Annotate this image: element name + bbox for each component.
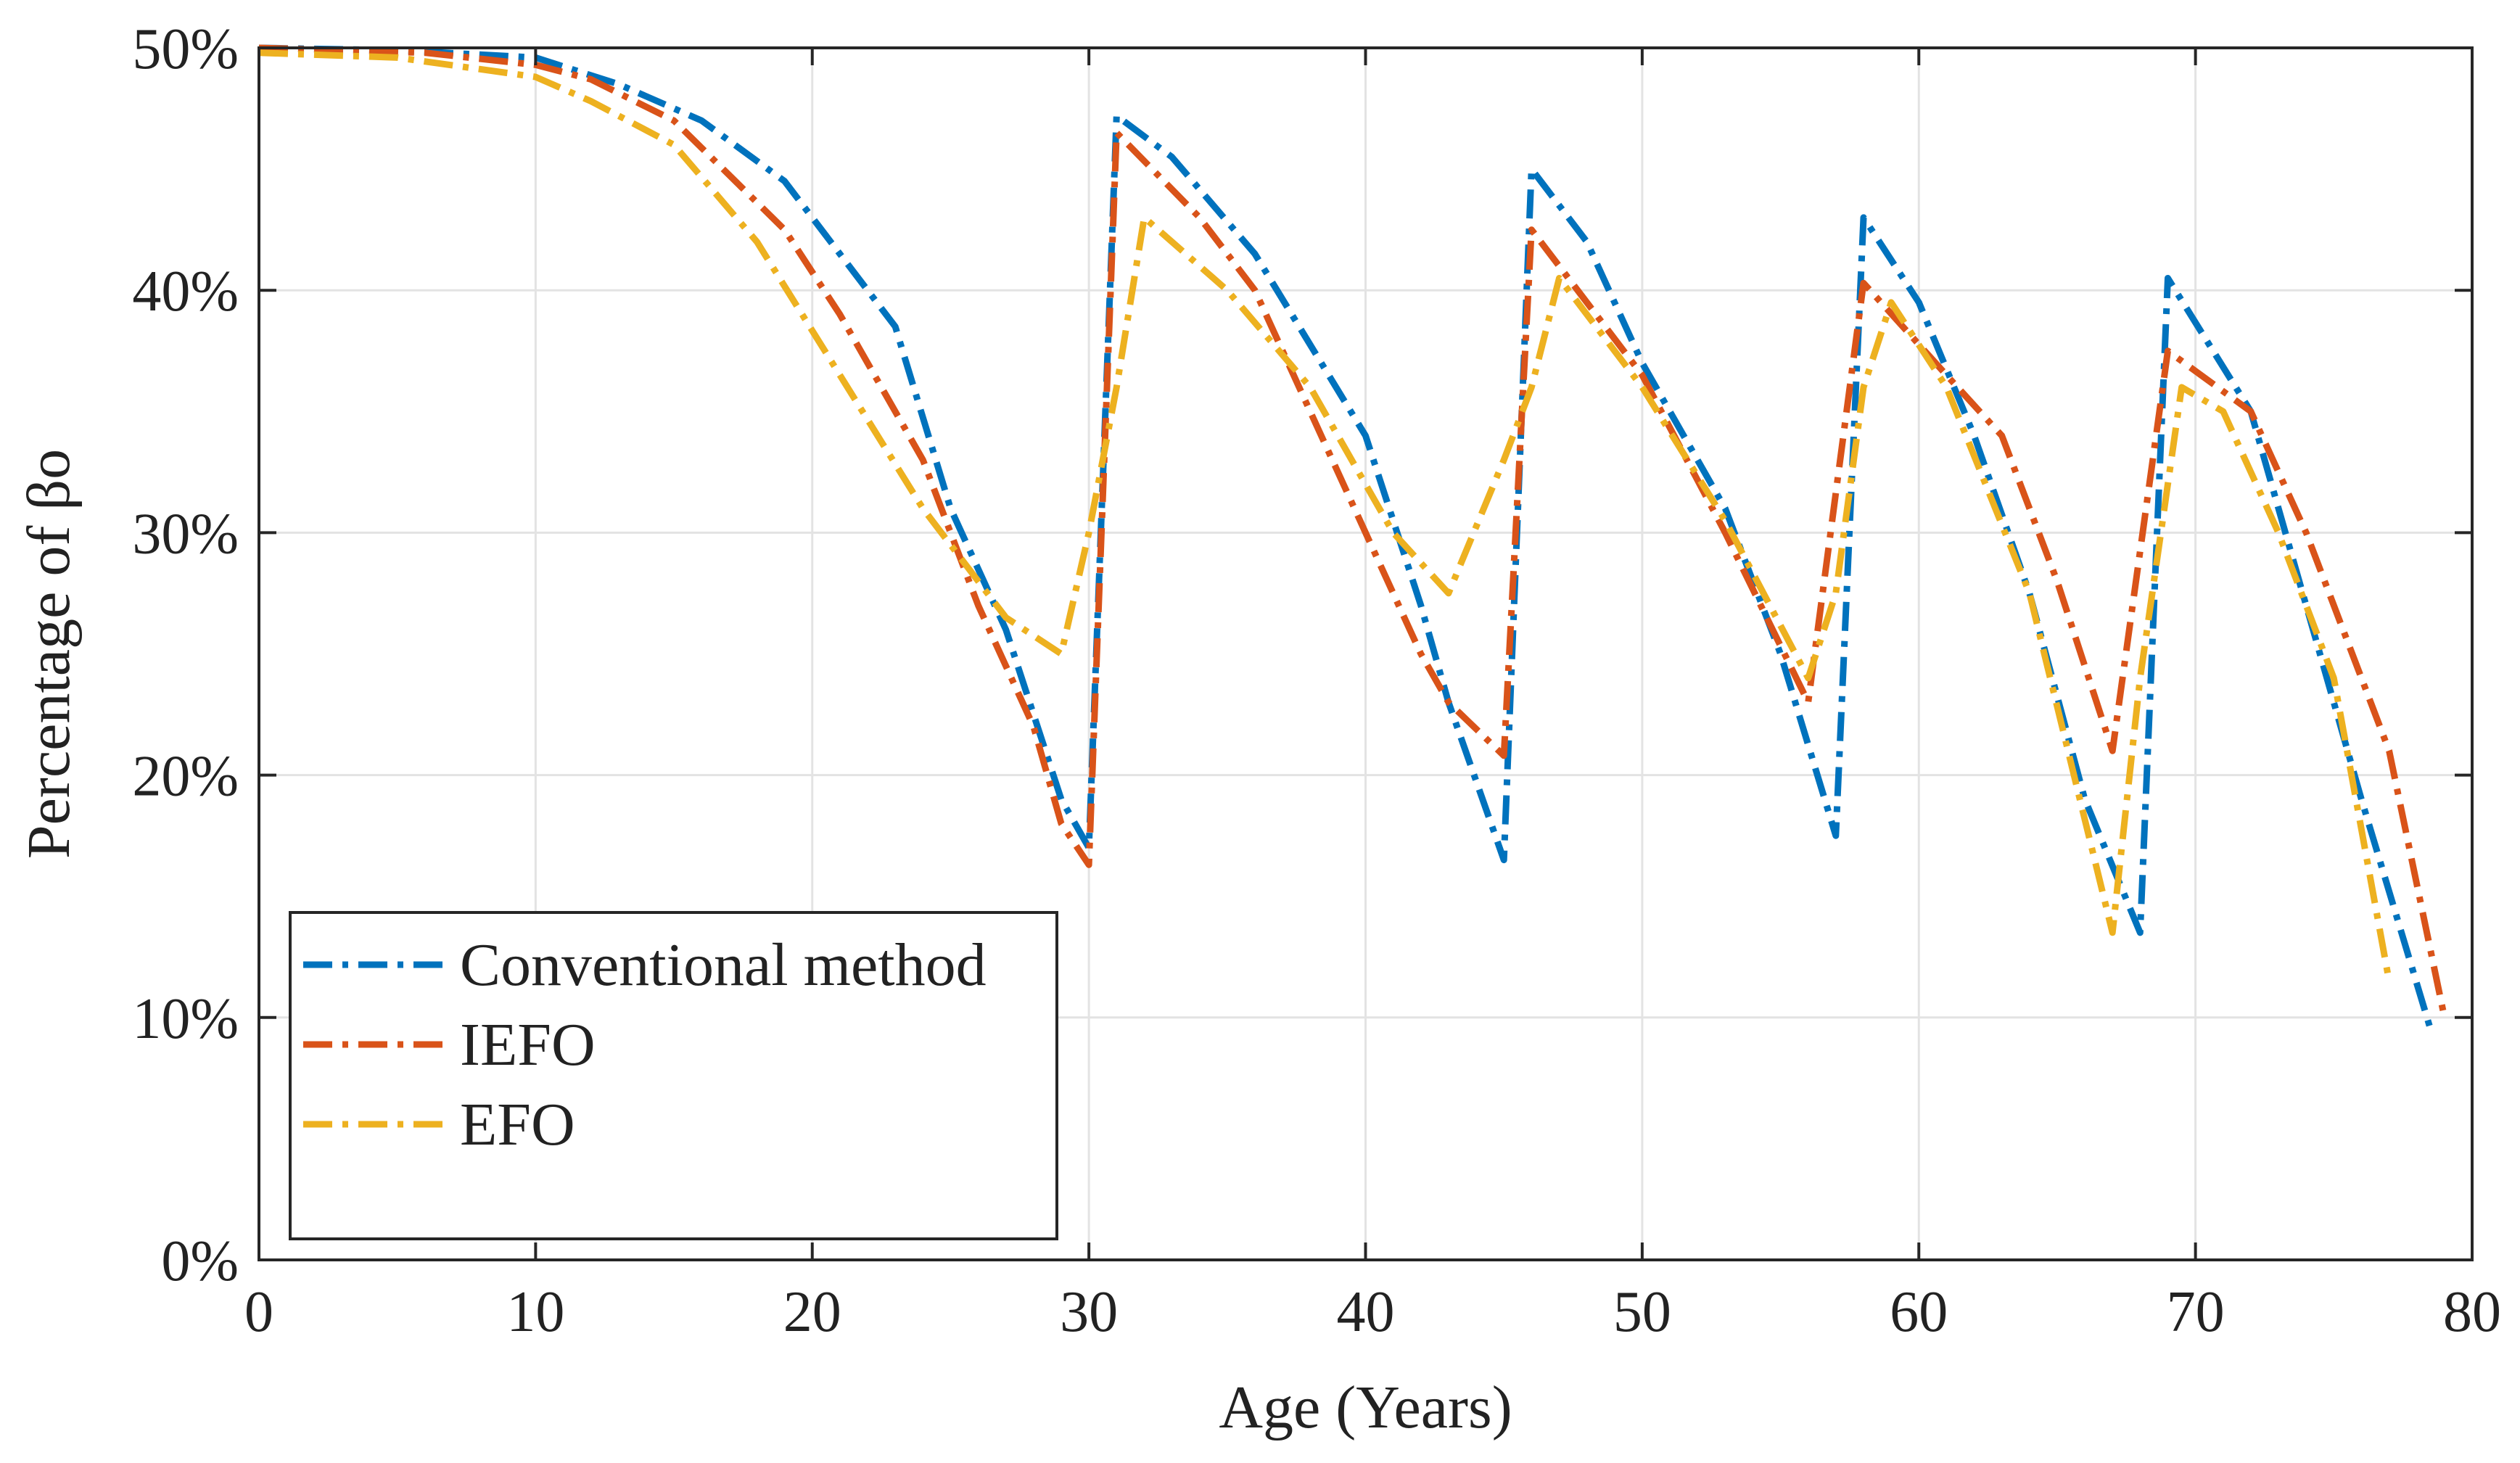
x-axis-label: Age (Years) (1219, 1374, 1512, 1441)
legend-label-iefo: IEFO (460, 1011, 596, 1079)
y-tick-labels: 0% 10% 20% 30% 40% 50% (132, 17, 239, 1293)
x-tick-label: 10 (506, 1280, 564, 1344)
legend-label-conventional-method: Conventional method (460, 931, 987, 999)
x-tick-label: 80 (2443, 1280, 2501, 1344)
y-tick-label: 40% (132, 260, 239, 323)
series-line-efo (258, 49, 2393, 982)
y-tick-label: 0% (161, 1229, 239, 1293)
y-tick-label: 20% (132, 745, 239, 809)
x-tick-label: 0 (244, 1280, 273, 1344)
legend-items: Conventional method IEFO EFO (303, 931, 987, 1158)
series-line-conventional-method (258, 44, 2434, 1031)
series-lines (258, 44, 2448, 1031)
x-tick-label: 30 (1060, 1280, 1118, 1344)
y-tick-label: 50% (132, 17, 239, 81)
series-line-iefo (258, 44, 2448, 1018)
x-tick-labels: 0 10 20 30 40 50 60 70 80 (244, 1280, 2501, 1344)
x-tick-label: 70 (2167, 1280, 2225, 1344)
y-tick-label: 30% (132, 502, 239, 566)
grid-lines (259, 48, 2472, 1260)
axis-ticks (258, 46, 2474, 1261)
legend-label-efo: EFO (460, 1091, 575, 1158)
x-tick-label: 20 (783, 1280, 841, 1344)
legend: Conventional method IEFO EFO (289, 911, 1058, 1240)
y-tick-label: 10% (132, 987, 239, 1051)
x-tick-label: 50 (1613, 1280, 1671, 1344)
x-tick-label: 60 (1890, 1280, 1948, 1344)
y-axis-label: Percentage of βo (15, 449, 83, 859)
x-tick-label: 40 (1337, 1280, 1395, 1344)
